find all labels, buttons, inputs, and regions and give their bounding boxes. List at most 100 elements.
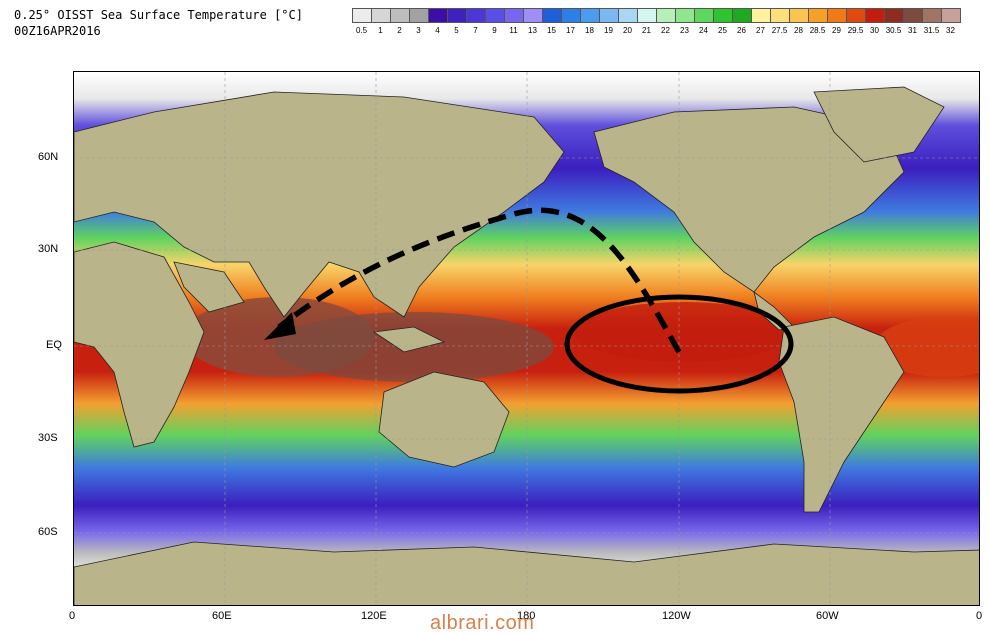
colorbar-label: 13: [528, 26, 537, 35]
colorbar-swatch: [732, 8, 752, 23]
colorbar-swatch: [485, 8, 505, 23]
colorbar-swatch: [371, 8, 391, 23]
colorbar-swatch: [504, 8, 524, 23]
sst-map-svg: [74, 72, 979, 605]
sst-map: [73, 71, 980, 606]
colorbar-label: 29.5: [847, 26, 864, 35]
colorbar-labels: 0.5 1 2 3 4 5 7 9 11 13 15 17 18 19 20 21 22 23 24 25 26 27 27…: [352, 26, 960, 35]
north-america-land: [593, 106, 905, 293]
colorbar-label: 30: [870, 26, 879, 35]
map-title: 0.25° OISST Sea Surface Temperature [°C]: [14, 8, 303, 22]
colorbar-label: 18: [585, 26, 594, 35]
colorbar-label: 11: [509, 26, 518, 35]
east-pacific-warm-tongue: [574, 302, 794, 362]
colorbar-label: 28.5: [809, 26, 826, 35]
colorbar-label: 32: [946, 26, 955, 35]
colorbar-swatch: [523, 8, 543, 23]
x-tick-label: 60W: [816, 610, 839, 622]
colorbar-swatch: [447, 8, 467, 23]
colorbar-swatch: [941, 8, 961, 23]
colorbar-label: 27.5: [771, 26, 788, 35]
colorbar-label: 21: [642, 26, 651, 35]
indonesia-land: [372, 326, 446, 353]
eastern-pacific-ellipse: [564, 294, 794, 394]
colorbar-swatch: [466, 8, 486, 23]
colorbar-label: 30.5: [885, 26, 902, 35]
colorbar-swatch: [694, 8, 714, 23]
colorbar-swatch: [656, 8, 676, 23]
colorbar-label: 28: [794, 26, 803, 35]
colorbar-swatch: [637, 8, 657, 23]
colorbar-swatch: [428, 8, 448, 23]
colorbar-label: 31: [908, 26, 917, 35]
colorbar-swatch: [884, 8, 904, 23]
antarctica-land: [74, 541, 979, 605]
land-masses: [74, 86, 979, 605]
arrow-head: [264, 312, 296, 340]
colorbar-label: 23: [680, 26, 689, 35]
colorbar-swatch: [352, 8, 372, 23]
colorbar-label: 1: [378, 26, 383, 35]
colorbar-swatch: [599, 8, 619, 23]
colorbar-swatch: [542, 8, 562, 23]
australia-land: [378, 371, 510, 468]
map-gridlines: [74, 72, 979, 605]
colorbar-swatch: [827, 8, 847, 23]
colorbar-swatch: [561, 8, 581, 23]
greenland-land: [813, 86, 945, 163]
x-tick-label: 120W: [662, 610, 691, 622]
x-tick-label: 0: [69, 610, 76, 622]
colorbar-swatch: [808, 8, 828, 23]
y-tick-label: 30S: [38, 432, 58, 444]
colorbar-swatch: [789, 8, 809, 23]
y-tick-label: 30N: [38, 243, 59, 255]
colorbar-label: 29: [832, 26, 841, 35]
pacific-to-indian-arrow: [277, 207, 682, 354]
colorbar-label: 22: [661, 26, 670, 35]
x-tick-label: 120E: [361, 610, 387, 622]
colorbar-swatch: [865, 8, 885, 23]
colorbar-label: 24: [699, 26, 708, 35]
colorbar-swatch: [409, 8, 429, 23]
south-america-land: [778, 316, 905, 513]
watermark: albrari.com: [430, 612, 535, 634]
africa-land: [74, 241, 205, 448]
atlantic-warm-band: [874, 317, 979, 377]
colorbar-swatch: [903, 8, 923, 23]
colorbar-swatch: [580, 8, 600, 23]
colorbar-swatch: [390, 8, 410, 23]
colorbar-label: 19: [604, 26, 613, 35]
colorbar-label: 26: [737, 26, 746, 35]
x-tick-label: 180: [517, 610, 536, 622]
colorbar-label: 15: [547, 26, 556, 35]
colorbar-label: 5: [454, 26, 459, 35]
colorbar-label: 25: [718, 26, 727, 35]
x-tick-label: 0: [976, 610, 983, 622]
colorbar-label: 0.5: [355, 26, 368, 35]
colorbar-label: 4: [435, 26, 440, 35]
colorbar-label: 31.5: [923, 26, 940, 35]
colorbar-label: 7: [473, 26, 478, 35]
colorbar-label: 3: [416, 26, 421, 35]
colorbar-label: 9: [492, 26, 497, 35]
colorbar-swatch: [751, 8, 771, 23]
colorbar-label: 17: [566, 26, 575, 35]
arabia-land: [173, 261, 245, 313]
colorbar: 0.5 1 2 3 4 5 7 9 11 13 15 17 18 19 20 21 22 23 24 25 26 27 27…: [352, 8, 961, 35]
colorbar-swatch: [922, 8, 942, 23]
y-tick-label: EQ: [46, 339, 62, 351]
colorbar-swatch: [618, 8, 638, 23]
x-tick-label: 60E: [212, 610, 232, 622]
map-date: 00Z16APR2016: [14, 24, 101, 38]
colorbar-label: 27: [756, 26, 765, 35]
colorbar-swatch: [846, 8, 866, 23]
colorbar-label: 2: [397, 26, 402, 35]
colorbar-swatch: [770, 8, 790, 23]
colorbar-swatches: [352, 8, 961, 23]
colorbar-label: 20: [623, 26, 632, 35]
y-tick-label: 60S: [38, 526, 58, 538]
colorbar-swatch: [675, 8, 695, 23]
y-tick-label: 60N: [38, 151, 59, 163]
colorbar-swatch: [713, 8, 733, 23]
eurasia-land: [74, 91, 565, 318]
